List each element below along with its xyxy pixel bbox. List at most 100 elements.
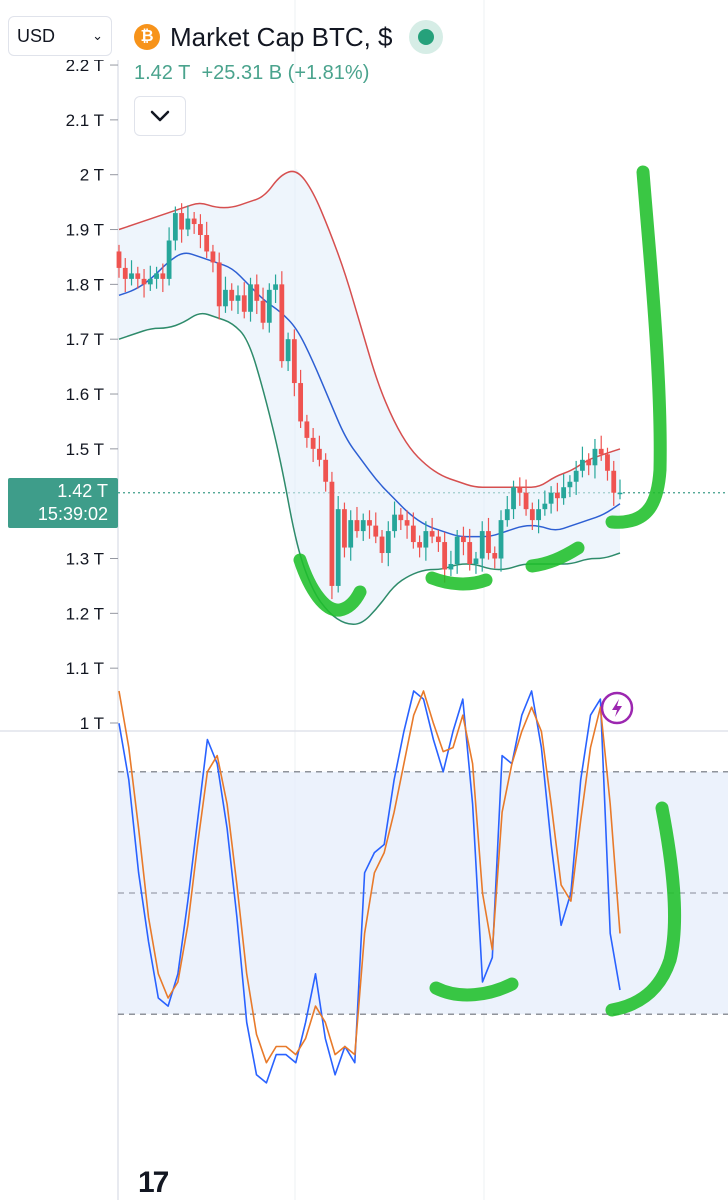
y-tick-label: 2.2 T <box>66 56 104 75</box>
candle-body <box>241 295 247 312</box>
candle-body <box>329 481 335 586</box>
market-status-icon[interactable] <box>408 20 443 54</box>
symbol-header: ₿ Market Cap BTC, $ <box>134 18 443 56</box>
candle-body <box>298 383 304 422</box>
candle-body <box>523 492 529 510</box>
candlesticks <box>116 203 623 600</box>
bollinger-fill <box>119 169 620 625</box>
currency-select[interactable]: USD ⌄ <box>8 16 112 56</box>
candle-body <box>273 284 278 290</box>
candle-body <box>254 284 260 301</box>
candle-body <box>567 481 573 488</box>
candle-body <box>379 536 385 554</box>
candle-body <box>554 492 560 499</box>
candle-body <box>404 520 410 526</box>
tradingview-logo[interactable]: 17 <box>138 1166 169 1199</box>
candle-body <box>548 492 554 504</box>
annotation-stroke <box>525 541 585 573</box>
candle-body <box>342 509 347 548</box>
candle-body <box>360 520 366 532</box>
candle-body <box>367 520 372 526</box>
collapse-legend-button[interactable] <box>134 96 186 136</box>
price-change: +25.31 B <box>201 62 283 84</box>
candle-body <box>423 531 429 548</box>
candle-body <box>435 536 441 543</box>
price-axis: 2.2 T 2.1 T 2 T 1.9 T 1.8 T 1.7 T 1.6 T 1.5 T 1.… <box>0 0 118 733</box>
current-price: 1.42 T <box>134 62 191 84</box>
y-tick-label: 1 T <box>80 714 104 733</box>
candle-body <box>172 213 178 241</box>
candle-body <box>248 284 253 312</box>
last-price-value: 1.42 T <box>57 481 108 501</box>
candle-body <box>223 289 228 307</box>
annotation-stroke <box>425 571 493 591</box>
y-tick-label: 2.1 T <box>66 111 104 130</box>
y-tick-label: 1.8 T <box>66 275 104 294</box>
candle-body <box>442 542 448 570</box>
candle-body <box>511 487 516 510</box>
candle-body <box>492 553 498 559</box>
candle-body <box>179 213 185 230</box>
candle-body <box>266 289 272 323</box>
candle-body <box>166 240 172 279</box>
candle-body <box>317 448 322 460</box>
annotation-stroke <box>429 977 519 1002</box>
candle-body <box>529 509 535 521</box>
annotation-stroke <box>293 553 367 617</box>
candle-body <box>598 448 604 455</box>
candle-body <box>122 267 128 279</box>
candle-body <box>605 454 610 471</box>
hand-drawn-annotations <box>293 165 682 1017</box>
candle-body <box>129 273 134 279</box>
candle-body <box>417 542 422 548</box>
candle-body <box>592 448 598 466</box>
stochastic-line <box>118 690 621 1064</box>
candle-body <box>498 520 504 559</box>
candle-body <box>135 273 141 279</box>
chevron-down-icon: ⌄ <box>92 28 103 43</box>
last-price-label: 1.42 T 15:39:02 <box>8 478 118 528</box>
candle-body <box>467 542 473 564</box>
candle-body <box>373 525 379 537</box>
candle-body <box>573 470 579 482</box>
candle-body <box>392 514 397 532</box>
candle-body <box>323 459 329 482</box>
y-tick-label: 1.1 T <box>66 659 104 678</box>
price-change-pct: (+1.81%) <box>287 62 370 84</box>
y-tick-label: 1.3 T <box>66 550 104 569</box>
y-tick-label: 1.5 T <box>66 440 104 459</box>
candle-body <box>486 531 491 554</box>
candle-body <box>191 218 197 225</box>
candle-body <box>586 459 592 466</box>
y-tick-label: 2 T <box>80 166 104 185</box>
bollinger-upper <box>118 170 621 488</box>
candle-body <box>348 520 354 548</box>
candle-body <box>235 295 241 301</box>
candle-body <box>260 300 266 323</box>
candle-body <box>147 278 153 285</box>
candle-body <box>479 531 485 559</box>
page-title: Market Cap BTC, $ <box>170 21 393 52</box>
currency-value: USD <box>17 25 56 46</box>
candle-body <box>461 536 466 543</box>
candle-body <box>279 284 285 362</box>
candle-body <box>335 509 341 586</box>
candle-body <box>517 487 523 493</box>
bollinger-basis <box>118 252 621 538</box>
candle-body <box>561 487 567 499</box>
candle-body <box>611 470 617 493</box>
candle-body <box>454 536 460 564</box>
candle-body <box>210 251 216 263</box>
candle-body <box>448 563 454 570</box>
lightning-icon[interactable] <box>600 691 634 725</box>
annotation-stroke <box>605 801 682 1017</box>
candle-body <box>354 520 360 532</box>
y-tick-label: 1.9 T <box>66 221 104 240</box>
chevron-down-icon <box>150 110 170 122</box>
candle-body <box>310 437 316 449</box>
candle-body <box>229 289 235 301</box>
candle-body <box>291 339 297 384</box>
candle-body <box>542 503 548 510</box>
bollinger-bands <box>118 169 621 626</box>
